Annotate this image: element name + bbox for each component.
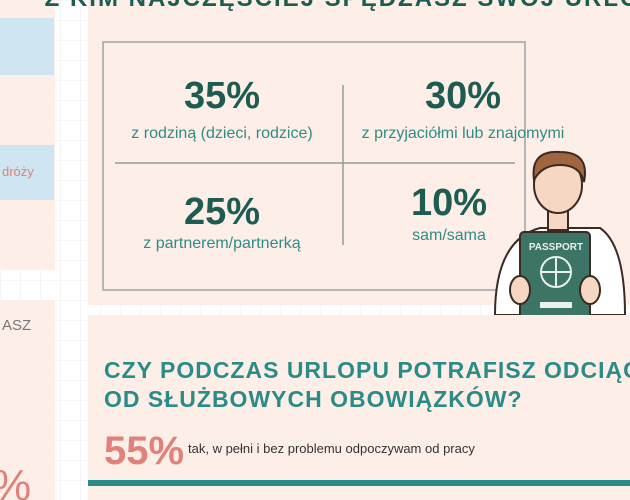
stat-value: 30%: [425, 75, 501, 117]
stat-value: 10%: [411, 182, 487, 224]
stat-label: sam/sama: [412, 227, 486, 244]
stat-label: z rodziną (dzieci, rodzice): [131, 125, 312, 142]
illustration: [493, 150, 627, 325]
stat-value: 25%: [184, 191, 260, 233]
passport-text: PASSPORT: [529, 242, 583, 253]
stat-label: z partnerem/partnerką: [143, 235, 301, 252]
side-box: [0, 145, 54, 200]
question-line: CZY PODCZAS URLOPU POTRAFISZ ODCIĄĆ SIĘ: [104, 356, 630, 383]
side-text: %: [0, 461, 31, 500]
stats-frame: [102, 41, 526, 291]
side-text: ASZ: [2, 317, 31, 334]
answer-label: tak, w pełni i bez problemu odpoczywam o…: [188, 441, 475, 456]
side-box: [0, 18, 54, 75]
stat-label: z przyjaciółmi lub znajomymi: [362, 125, 565, 142]
card: [88, 315, 630, 500]
stat-value: 35%: [184, 75, 260, 117]
section-title: Z KIM NAJCZĘŚCIEJ SPĘDZASZ SWÓJ URLOP?: [45, 0, 630, 12]
side-text: dróży: [2, 164, 34, 179]
answer-value: 55%: [104, 429, 184, 473]
separator-bar: [88, 480, 630, 486]
side-panel: [0, 300, 55, 500]
question-line: OD SŁUŻBOWYCH OBOWIĄZKÓW?: [104, 385, 523, 412]
